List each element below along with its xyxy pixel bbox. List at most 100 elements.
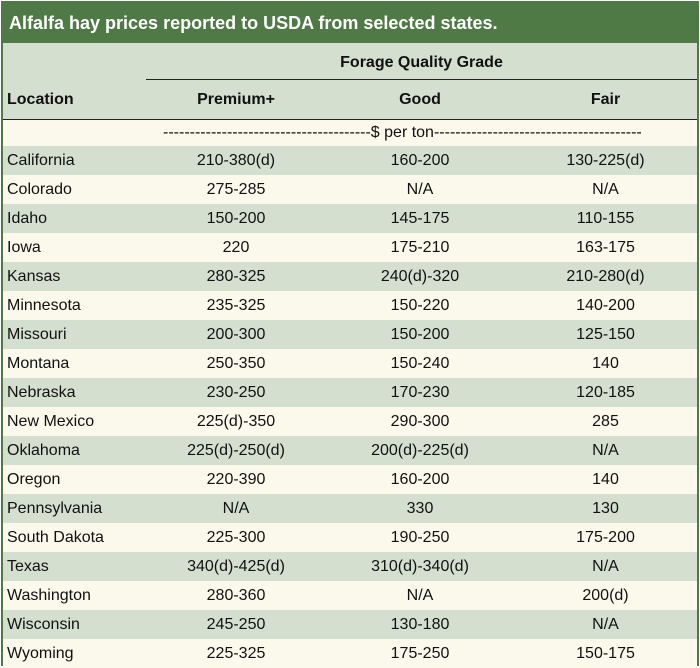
table-row: South Dakota 225-300 190-250 175-200 [3, 523, 697, 552]
table-row: Oregon 220-390 160-200 140 [3, 465, 697, 494]
table-row: Minnesota 235-325 150-220 140-200 [3, 291, 697, 320]
header-divider [3, 119, 697, 120]
row-location: Wyoming [7, 645, 74, 662]
row-good-price: 240(d)-320 [380, 268, 460, 285]
table-row: Oklahoma 225(d)-250(d) 200(d)-225(d) N/A [3, 436, 697, 465]
row-premium-price: 235-325 [206, 297, 266, 314]
table-row: Wisconsin 245-250 130-180 N/A [3, 610, 697, 639]
row-location: Kansas [7, 268, 61, 285]
row-premium-price: 245-250 [206, 616, 266, 633]
row-premium-price: 200-300 [206, 326, 266, 343]
row-fair-price: 285 [592, 413, 619, 430]
row-fair-price: 130-225(d) [566, 152, 645, 169]
table-row: Montana 250-350 150-240 140 [3, 349, 697, 378]
row-good-price: N/A [406, 181, 434, 198]
row-good-price: 150-200 [390, 326, 450, 343]
table-row: California 210-380(d) 160-200 130-225(d) [3, 146, 697, 175]
row-good-price: 160-200 [390, 471, 450, 488]
table-row: Kansas 280-325 240(d)-320 210-280(d) [3, 262, 697, 291]
row-fair-price: 140 [592, 471, 619, 488]
row-premium-price: N/A [222, 500, 250, 517]
row-location: Colorado [7, 181, 72, 198]
row-good-price: 150-240 [390, 355, 450, 372]
row-location: South Dakota [7, 529, 104, 546]
row-fair-price: 210-280(d) [566, 268, 645, 285]
row-good-price: 330 [406, 500, 434, 517]
row-good-price: 200(d)-225(d) [371, 442, 469, 459]
row-location: Idaho [7, 210, 48, 227]
table-row: Washington 280-360 N/A 200(d) [3, 581, 697, 610]
table-row: Nebraska 230-250 170-230 120-185 [3, 378, 697, 407]
row-fair-price: 175-200 [576, 529, 635, 546]
column-header-premium: Premium+ [197, 91, 275, 108]
row-location: Washington [7, 587, 91, 604]
row-premium-price: 150-200 [206, 210, 266, 227]
row-fair-price: 125-150 [576, 326, 635, 343]
table-title: Alfalfa hay prices reported to USDA from… [3, 3, 697, 43]
column-header-good: Good [399, 91, 441, 108]
row-fair-price: N/A [592, 442, 619, 459]
row-fair-price: 120-185 [576, 384, 635, 401]
row-fair-price: N/A [592, 616, 619, 633]
table-row: Missouri 200-300 150-200 125-150 [3, 320, 697, 349]
row-location: Pennsylvania [7, 500, 103, 517]
row-location: Wisconsin [7, 616, 80, 633]
row-good-price: 150-220 [390, 297, 450, 314]
row-premium-price: 280-360 [206, 587, 266, 604]
table-row: Wyoming 225-325 175-250 150-175 [3, 639, 697, 668]
row-fair-price: 200(d) [582, 587, 629, 604]
row-good-price: 290-300 [390, 413, 450, 430]
table-row: Pennsylvania N/A 330 130 [3, 494, 697, 523]
row-location: Missouri [7, 326, 67, 343]
row-premium-price: 280-325 [206, 268, 266, 285]
row-location: Texas [7, 558, 49, 575]
row-location: Oregon [7, 471, 61, 488]
row-good-price: 130-180 [390, 616, 450, 633]
row-location: Montana [7, 355, 70, 372]
row-premium-price: 340(d)-425(d) [187, 558, 285, 575]
row-good-price: N/A [406, 587, 434, 604]
row-premium-price: 225(d)-250(d) [187, 442, 285, 459]
row-location: California [7, 152, 75, 169]
table-header: Forage Quality Grade Location Premium+ G… [3, 43, 697, 120]
row-good-price: 175-210 [390, 239, 450, 256]
row-location: Nebraska [7, 384, 76, 401]
table-row: Iowa 220 175-210 163-175 [3, 233, 697, 262]
column-header-fair: Fair [590, 91, 621, 108]
row-good-price: 175-250 [390, 645, 450, 662]
row-location: Minnesota [7, 297, 81, 314]
table-body: California 210-380(d) 160-200 130-225(d) Col… [3, 146, 697, 668]
table-row: New Mexico 225(d)-350 290-300 285 [3, 407, 697, 436]
table-row: Colorado 275-285 N/A N/A [3, 175, 697, 204]
row-fair-price: N/A [592, 181, 619, 198]
row-premium-price: 220 [222, 239, 250, 256]
row-fair-price: 140-200 [576, 297, 635, 314]
row-premium-price: 250-350 [206, 355, 266, 372]
row-good-price: 190-250 [390, 529, 450, 546]
row-premium-price: 230-250 [206, 384, 266, 401]
row-good-price: 145-175 [390, 210, 450, 227]
row-premium-price: 220-390 [206, 471, 266, 488]
row-premium-price: 275-285 [206, 181, 266, 198]
units-row: ---------------------------------------$… [3, 119, 697, 146]
row-good-price: 310(d)-340(d) [371, 558, 469, 575]
row-good-price: 160-200 [390, 152, 450, 169]
row-premium-price: 225-300 [206, 529, 266, 546]
group-header-forage-quality: Forage Quality Grade [146, 43, 697, 80]
row-fair-price: 110-155 [576, 210, 635, 227]
row-fair-price: 140 [592, 355, 619, 372]
row-location: Iowa [7, 239, 41, 256]
row-fair-price: N/A [592, 558, 619, 575]
row-fair-price: 150-175 [576, 645, 635, 662]
row-fair-price: 130 [592, 500, 619, 517]
row-premium-price: 210-380(d) [196, 152, 276, 169]
table-row: Idaho 150-200 145-175 110-155 [3, 204, 697, 233]
table-row: Texas 340(d)-425(d) 310(d)-340(d) N/A [3, 552, 697, 581]
row-location: Oklahoma [7, 442, 80, 459]
column-header-location: Location [7, 91, 74, 108]
row-good-price: 170-230 [390, 384, 450, 401]
row-premium-price: 225(d)-350 [196, 413, 276, 430]
row-location: New Mexico [7, 413, 95, 430]
row-fair-price: 163-175 [576, 239, 635, 256]
